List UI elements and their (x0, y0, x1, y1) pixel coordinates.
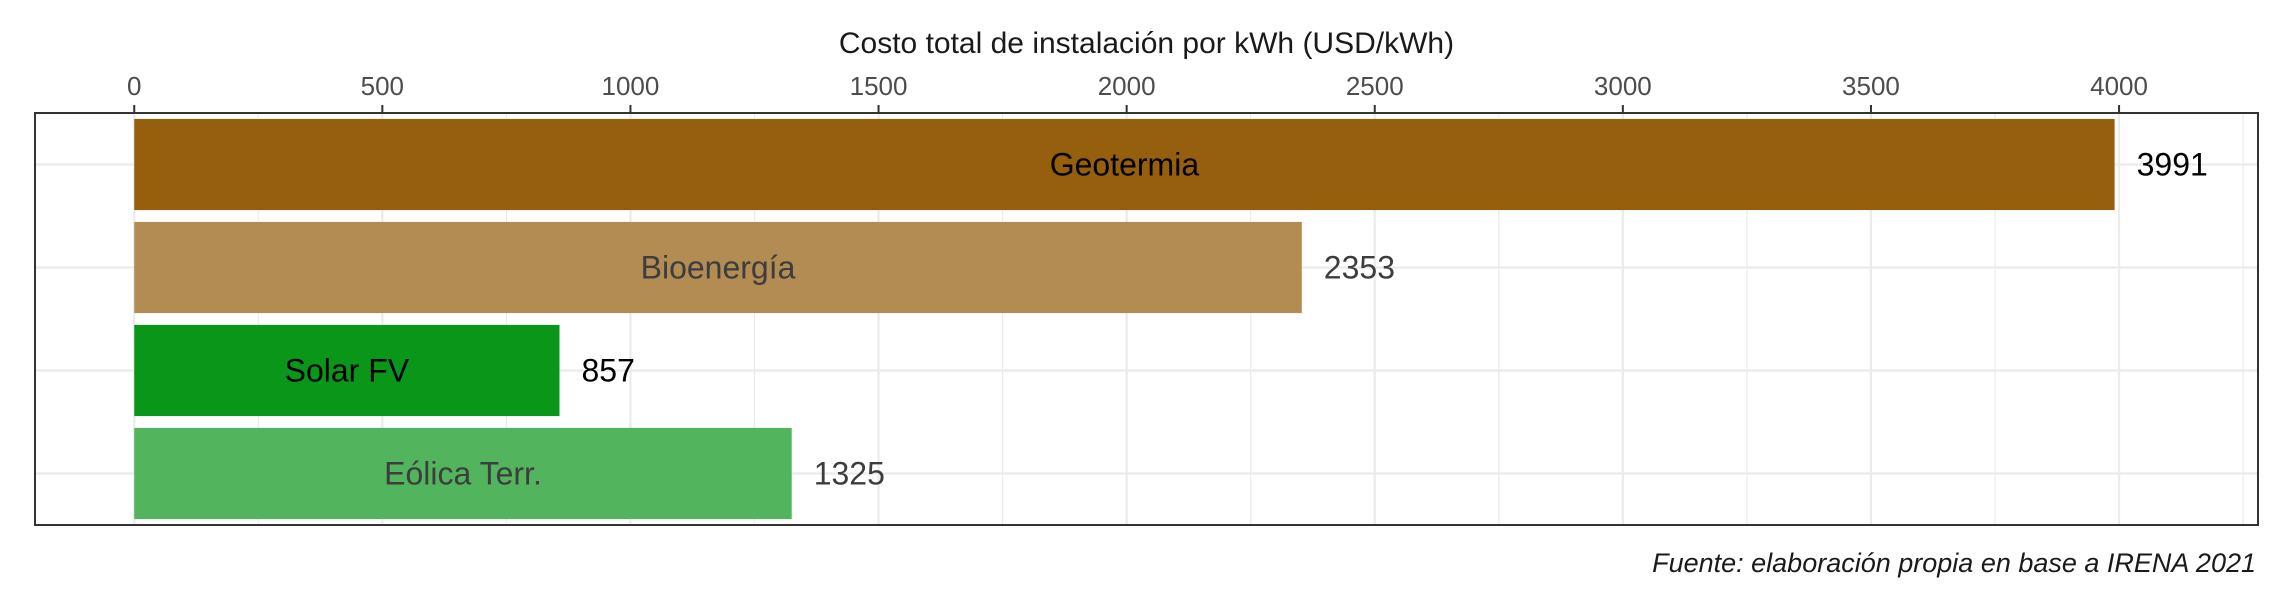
panel-border (34, 112, 2259, 526)
x-tick-label: 3500 (1842, 71, 1900, 101)
bar-category-label: Geotermia (1050, 147, 1200, 183)
x-tick-label: 2500 (1346, 71, 1404, 101)
x-axis-title: Costo total de instalación por kWh (USD/… (839, 27, 1454, 60)
bar-bioenerg-a (134, 221, 1302, 314)
x-tick-label: 0 (127, 71, 141, 101)
bar-value-label: 1325 (814, 456, 885, 492)
bar-solar-fv (134, 324, 560, 417)
bar-category-label: Eólica Terr. (384, 456, 542, 492)
x-tick-label: 1000 (602, 71, 660, 101)
bar-value-label: 2353 (1324, 250, 1395, 286)
source-caption: Fuente: elaboración propia en base a IRE… (1652, 548, 2256, 578)
x-tick-label: 2000 (1098, 71, 1156, 101)
bar-category-label: Solar FV (285, 353, 410, 389)
bar-value-label: 857 (581, 353, 634, 389)
bar-e-lica-terr (134, 427, 792, 520)
x-tick-label: 1500 (850, 71, 908, 101)
x-tick-label: 3000 (1594, 71, 1652, 101)
bar-value-label: 3991 (2137, 147, 2208, 183)
bar-geotermia (134, 118, 2115, 211)
x-tick-label: 4000 (2090, 71, 2148, 101)
bar-category-label: Bioenergía (641, 250, 796, 286)
x-tick-label: 500 (361, 71, 404, 101)
